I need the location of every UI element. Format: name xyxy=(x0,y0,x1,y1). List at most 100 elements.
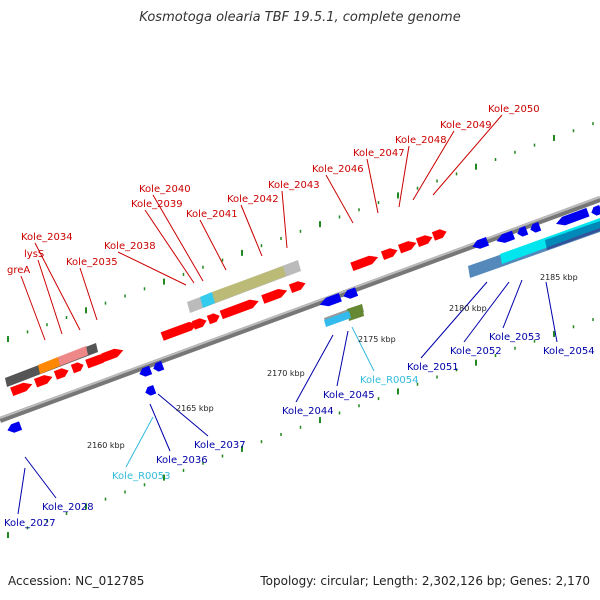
label-leader-line xyxy=(502,279,523,329)
gene-label: Kole_2042 xyxy=(227,194,279,205)
gene-features xyxy=(7,205,600,433)
forward-gene-arrow xyxy=(288,281,306,293)
scale-tick-label: 2175 kbp xyxy=(358,335,396,344)
forward-gene-arrow xyxy=(415,235,433,247)
forward-gene-arrow xyxy=(350,255,379,272)
label-leader-line xyxy=(463,281,510,343)
label-leader-line xyxy=(24,456,57,499)
gene-label: Kole_2040 xyxy=(139,184,191,195)
label-leader-line xyxy=(295,334,334,403)
label-leader-line xyxy=(37,259,63,335)
gene-label: Kole_R0053 xyxy=(112,471,171,482)
scale-tick-label: 2180 kbp xyxy=(449,304,487,313)
gene-label: Kole_2044 xyxy=(282,406,334,417)
label-leaders xyxy=(17,114,558,515)
label-leader-line xyxy=(149,403,171,452)
gene-label: Kole_2054 xyxy=(543,346,595,357)
gene-label: Kole_2038 xyxy=(104,241,156,252)
label-leader-line xyxy=(366,158,379,214)
gene-labels: greA lysS Kole_2034 Kole_2035 Kole_2038 Kole_… xyxy=(4,104,595,529)
forward-gene-arrow xyxy=(33,375,53,388)
gene-label: Kole_2043 xyxy=(268,180,320,191)
forward-gene-arrow xyxy=(160,321,198,341)
reverse-gene-arrow xyxy=(530,222,542,233)
feature-tracks xyxy=(5,218,600,387)
label-leader-line xyxy=(432,114,503,196)
gene-label: Kole_2046 xyxy=(312,164,364,175)
gene-label: Kole_2050 xyxy=(488,104,540,115)
reverse-gene-arrow xyxy=(139,365,153,377)
label-leader-line xyxy=(325,174,354,224)
forward-gene-arrow xyxy=(10,382,33,397)
gene-label: Kole_2035 xyxy=(66,257,118,268)
reverse-gene-arrow xyxy=(591,205,600,216)
gene-label: lysS xyxy=(24,249,44,260)
forward-gene-arrow xyxy=(206,313,220,325)
gene-label: Kole_2047 xyxy=(353,148,405,159)
gene-label: Kole_2041 xyxy=(186,209,238,220)
label-leader-line xyxy=(117,251,187,286)
gene-label: Kole_2048 xyxy=(395,135,447,146)
reverse-gene-arrow xyxy=(472,237,490,249)
label-leader-line xyxy=(281,190,288,249)
label-leader-line xyxy=(545,281,558,343)
track-rna-green xyxy=(347,304,364,321)
label-leader-line xyxy=(157,393,209,437)
label-leader-line xyxy=(79,267,98,321)
gene-label: Kole_2027 xyxy=(4,518,56,529)
forward-gene-arrow xyxy=(191,318,207,330)
gene-label: Kole_R0054 xyxy=(360,375,419,386)
track-pink-block xyxy=(58,346,88,366)
label-leader-line xyxy=(17,467,26,515)
reverse-gene-arrow xyxy=(517,226,529,237)
accession-text: Accession: NC_012785 xyxy=(8,574,145,588)
track-olive-block xyxy=(212,266,286,303)
reverse-gene-arrow xyxy=(7,421,23,433)
reverse-gene-arrow xyxy=(556,207,590,226)
tick-dots xyxy=(7,122,594,539)
genome-title: Kosmotoga olearia TBF 19.5.1, complete g… xyxy=(139,10,461,25)
label-leader-line xyxy=(420,281,488,359)
forward-gene-arrow xyxy=(261,289,288,304)
scale-tick-label: 2165 kbp xyxy=(176,404,214,413)
label-leader-line xyxy=(199,219,227,271)
track-orange-block xyxy=(38,357,60,374)
track-rna-cyan xyxy=(324,311,351,327)
genome-summary-text: Topology: circular; Length: 2,302,126 bp… xyxy=(260,574,590,588)
gene-label: Kole_2053 xyxy=(489,332,541,343)
genome-backbone xyxy=(0,196,600,423)
gene-label: Kole_2034 xyxy=(21,232,73,243)
gene-label: Kole_2036 xyxy=(156,455,208,466)
reverse-gene-arrow xyxy=(153,361,165,372)
scale-tick-label: 2160 kbp xyxy=(87,441,125,450)
label-leader-line xyxy=(125,416,154,468)
gene-label: Kole_2051 xyxy=(407,362,459,373)
label-leader-line xyxy=(398,145,410,208)
reverse-gene-arrow xyxy=(496,230,516,243)
forward-gene-arrow xyxy=(70,362,84,374)
gene-label: Kole_2037 xyxy=(194,440,246,451)
track-cyan-block-2 xyxy=(500,218,600,264)
label-leader-line xyxy=(240,204,263,257)
gene-label: Kole_2045 xyxy=(323,390,375,401)
forward-gene-arrow xyxy=(397,241,417,254)
gene-label: greA xyxy=(7,265,30,276)
label-leader-line xyxy=(412,130,455,201)
label-leader-line xyxy=(152,194,204,282)
forward-gene-arrow xyxy=(431,229,447,241)
forward-gene-arrow xyxy=(380,248,398,260)
gene-label: Kole_2052 xyxy=(450,346,502,357)
reverse-gene-arrow xyxy=(145,385,157,396)
label-leader-line xyxy=(351,326,375,372)
label-leader-line xyxy=(34,242,81,331)
reverse-gene-arrow xyxy=(319,292,342,307)
track-dark-block xyxy=(545,221,600,250)
gene-label: Kole_2039 xyxy=(131,199,183,210)
label-leader-line xyxy=(336,330,349,387)
track-cyan-block xyxy=(200,292,215,308)
scale-tick-label: 2170 kbp xyxy=(267,369,305,378)
forward-gene-arrow xyxy=(101,348,124,363)
reverse-gene-arrow xyxy=(343,287,359,299)
gene-label: Kole_2049 xyxy=(440,120,492,131)
